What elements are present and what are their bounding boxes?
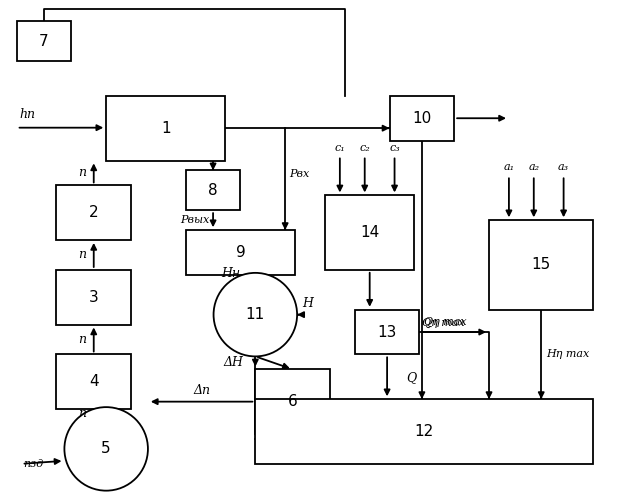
Text: 15: 15 [532, 258, 551, 272]
FancyBboxPatch shape [57, 354, 131, 409]
Text: 14: 14 [360, 225, 379, 240]
FancyBboxPatch shape [255, 370, 330, 434]
Text: ΔH: ΔH [223, 356, 243, 370]
Text: Qη max: Qη max [425, 317, 467, 327]
Text: a₃: a₃ [558, 162, 569, 172]
Text: Δn: Δn [193, 384, 210, 396]
FancyBboxPatch shape [186, 170, 240, 210]
Text: n: n [78, 333, 86, 346]
Text: c₃: c₃ [389, 142, 400, 152]
Text: n: n [78, 406, 86, 420]
FancyBboxPatch shape [389, 96, 454, 140]
FancyBboxPatch shape [355, 310, 420, 354]
Text: 2: 2 [89, 205, 99, 220]
Text: 9: 9 [235, 245, 245, 260]
Text: 12: 12 [415, 424, 434, 439]
Text: 4: 4 [89, 374, 99, 390]
FancyBboxPatch shape [106, 96, 226, 160]
FancyBboxPatch shape [57, 270, 131, 324]
FancyBboxPatch shape [186, 230, 295, 275]
FancyBboxPatch shape [16, 22, 71, 61]
Text: Pвх: Pвх [289, 169, 309, 179]
FancyBboxPatch shape [57, 186, 131, 240]
Text: H: H [302, 296, 313, 310]
Text: n: n [78, 166, 86, 179]
Text: Hη max: Hη max [546, 350, 589, 360]
Text: a₂: a₂ [528, 162, 539, 172]
Text: Q: Q [407, 371, 417, 384]
Text: 7: 7 [39, 34, 49, 48]
Text: nзд: nзд [24, 459, 44, 469]
Text: c₂: c₂ [359, 142, 370, 152]
FancyBboxPatch shape [489, 220, 593, 310]
Text: c₁: c₁ [335, 142, 345, 152]
Text: hп: hп [19, 108, 36, 120]
Text: Hн: Hн [221, 268, 240, 280]
Text: n: n [78, 248, 86, 262]
FancyBboxPatch shape [325, 196, 415, 270]
Text: 10: 10 [412, 110, 431, 126]
Text: 1: 1 [161, 120, 170, 136]
Text: 13: 13 [377, 324, 397, 340]
Text: 11: 11 [246, 307, 265, 322]
Text: Pвых: Pвых [180, 215, 209, 225]
Text: 5: 5 [101, 442, 111, 456]
Circle shape [214, 273, 297, 356]
Text: 8: 8 [208, 183, 218, 198]
Text: a₁: a₁ [503, 162, 515, 172]
FancyBboxPatch shape [255, 399, 593, 464]
Text: Qη max: Qη max [423, 318, 465, 328]
Text: 6: 6 [287, 394, 298, 409]
Text: 3: 3 [89, 290, 99, 304]
Circle shape [64, 407, 148, 490]
